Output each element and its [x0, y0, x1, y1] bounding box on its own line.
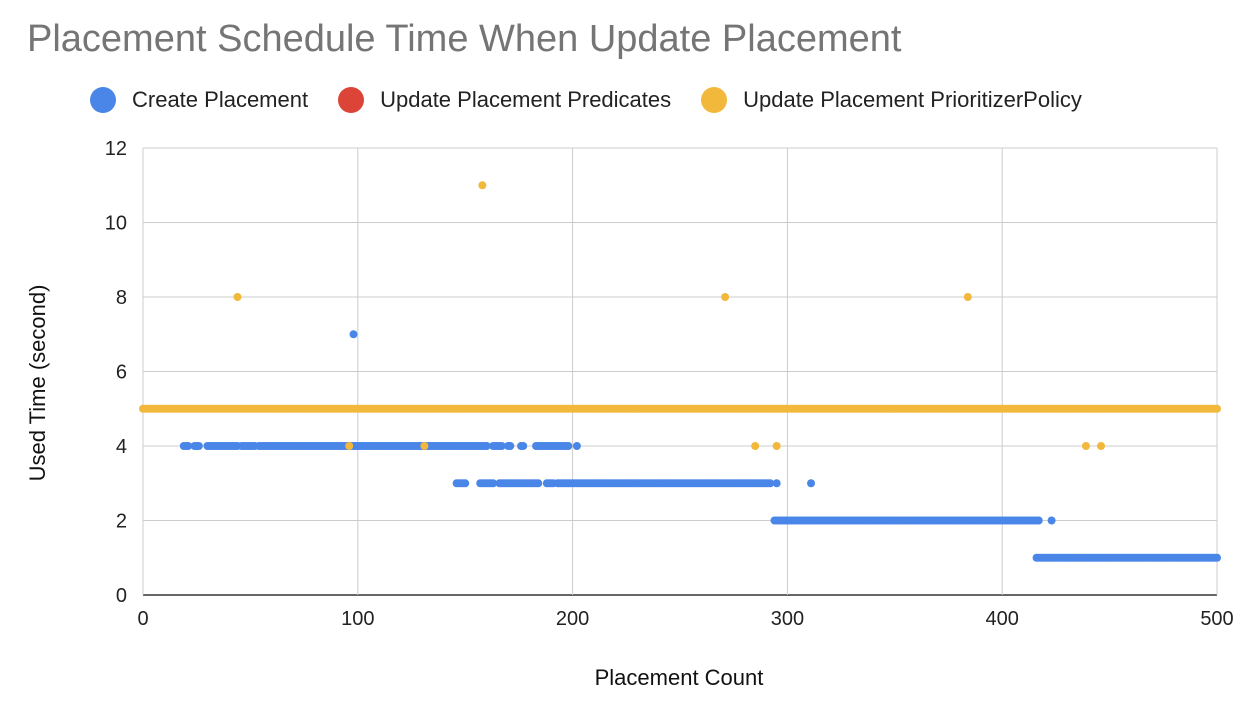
data-point [963, 293, 972, 301]
data-point [506, 442, 515, 450]
data-point [766, 479, 775, 488]
axis-labels: Placement Count Used Time (second) [25, 285, 763, 690]
data-point [478, 181, 487, 190]
y-tick-label: 10 [105, 213, 127, 235]
legend-marker-update-prioritizer [701, 87, 728, 113]
x-tick-label: 300 [771, 608, 804, 630]
data-point [1034, 516, 1043, 525]
x-tick-label: 100 [341, 608, 374, 630]
y-tick-label: 12 [105, 138, 127, 160]
data-point [772, 479, 781, 488]
legend-label-update-predicates: Update Placement Predicates [380, 87, 672, 112]
x-tick-label: 500 [1200, 608, 1233, 630]
data-point [1213, 404, 1221, 413]
chart-title: Placement Schedule Time When Update Plac… [27, 18, 902, 60]
data-point [461, 479, 470, 488]
x-tick-label: 0 [137, 608, 148, 630]
data-point [1047, 516, 1056, 525]
x-tick-label: 200 [556, 608, 589, 630]
data-point [1097, 442, 1106, 450]
y-tick-label: 6 [116, 362, 127, 384]
data-point [349, 330, 358, 339]
data-point [489, 479, 498, 488]
data-point [194, 442, 203, 450]
data-point [751, 442, 760, 450]
data-point [1213, 553, 1221, 562]
data-point [420, 442, 429, 450]
data-point [564, 442, 573, 450]
legend-marker-update-predicates [338, 87, 365, 113]
legend-label-create-placement: Create Placement [132, 87, 309, 112]
y-tick-label: 8 [116, 287, 127, 309]
data-point [721, 293, 730, 301]
grid-lines [142, 147, 1218, 596]
y-axis-label: Used Time (second) [25, 285, 50, 482]
x-axis-label: Placement Count [595, 665, 764, 690]
data-point [572, 442, 581, 450]
axes: 0 2 4 6 8 10 12 0 100 200 300 400 500 [105, 138, 1234, 630]
data-point [519, 442, 528, 450]
y-tick-label: 4 [116, 436, 127, 458]
legend-label-update-prioritizer: Update Placement PrioritizerPolicy [743, 87, 1082, 112]
data-point [233, 293, 242, 301]
y-tick-label: 0 [116, 585, 127, 607]
data-point [534, 479, 543, 488]
legend-item-update-predicates: Update Placement Predicates [338, 87, 671, 113]
series-0 [179, 330, 1221, 562]
data-point [1081, 442, 1090, 450]
chart-legend: Create Placement Update Placement Predic… [90, 84, 1112, 116]
legend-marker-create-placement [90, 87, 116, 113]
data-point [497, 442, 506, 450]
series-2 [139, 181, 1221, 450]
y-tick-label: 2 [116, 511, 127, 533]
data-point [482, 442, 491, 450]
data-point [345, 442, 354, 450]
legend-item-update-prioritizer: Update Placement PrioritizerPolicy [701, 87, 1082, 113]
x-tick-label: 400 [986, 608, 1019, 630]
data-point [772, 442, 781, 450]
legend-item-create-placement: Create Placement [90, 87, 308, 113]
data-point [184, 442, 193, 450]
data-points [139, 181, 1221, 562]
data-point [807, 479, 816, 488]
